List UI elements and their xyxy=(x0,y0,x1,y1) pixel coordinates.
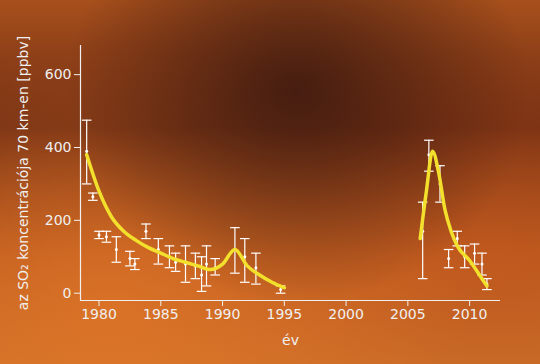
svg-text:2000: 2000 xyxy=(328,306,364,322)
svg-text:1995: 1995 xyxy=(267,306,303,322)
svg-text:1980: 1980 xyxy=(81,306,117,322)
svg-text:0: 0 xyxy=(63,285,72,301)
svg-text:1985: 1985 xyxy=(143,306,179,322)
svg-text:2005: 2005 xyxy=(390,306,426,322)
svg-text:600: 600 xyxy=(45,66,72,82)
svg-text:az SO₂ koncentrációja 70 km-en: az SO₂ koncentrációja 70 km-en [ppbv] xyxy=(15,36,31,310)
svg-text:2010: 2010 xyxy=(452,306,488,322)
svg-text:év: év xyxy=(282,332,299,348)
svg-text:1990: 1990 xyxy=(205,306,241,322)
svg-text:400: 400 xyxy=(45,139,72,155)
svg-text:200: 200 xyxy=(45,212,72,228)
